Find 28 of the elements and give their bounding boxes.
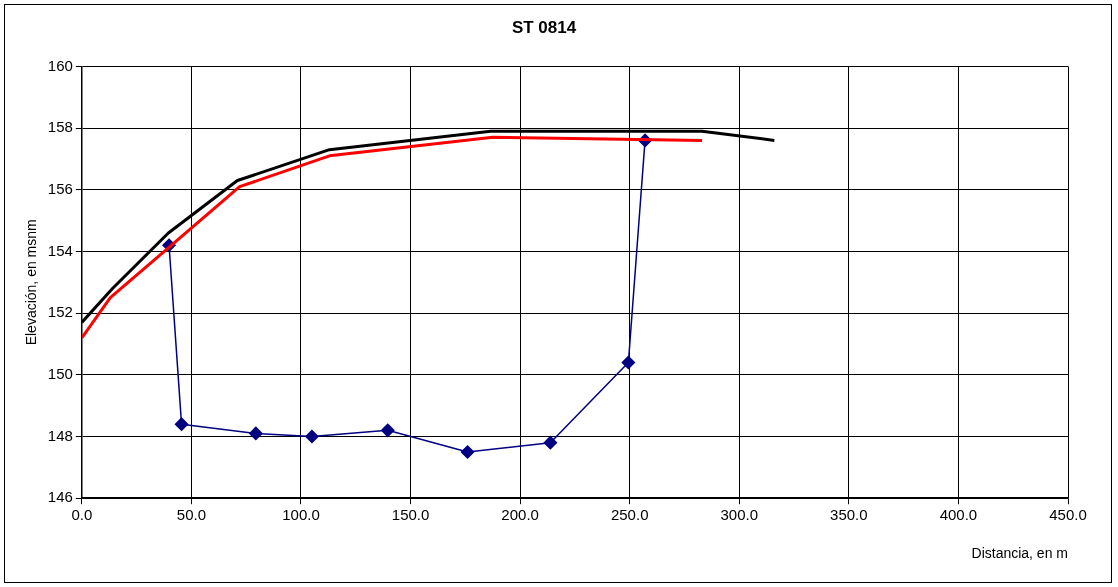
point: [621, 355, 636, 370]
point: [460, 445, 475, 459]
chart-title: ST 0814: [511, 17, 577, 37]
point: [381, 423, 395, 438]
point: [305, 429, 319, 444]
x-tick-label: 0.0: [71, 506, 93, 524]
y-tick-label: 150: [47, 364, 73, 382]
x-tick-label: 150.0: [391, 506, 430, 524]
y-tick-label: 156: [47, 179, 73, 197]
x-tick-label: 350.0: [830, 506, 868, 524]
point: [543, 435, 558, 450]
y-tick-label: 146: [47, 488, 73, 506]
y-tick-label: 148: [47, 426, 73, 444]
x-tick-label: 300.0: [720, 506, 759, 524]
y-tick-label: 158: [47, 118, 73, 136]
x-tick-label: 50.0: [176, 506, 206, 524]
x-tick-label: 400.0: [939, 506, 978, 524]
y-tick-label: 154: [47, 241, 73, 259]
point: [174, 417, 189, 431]
x-tick-label: 450.0: [1049, 506, 1087, 524]
x-tick-label: 100.0: [282, 506, 320, 524]
y-axis-title: Elevación, en msnm: [23, 219, 40, 346]
x-tick-label: 250.0: [610, 506, 649, 524]
y-tick-label: 152: [47, 303, 73, 321]
x-tick-label: 200.0: [501, 506, 539, 524]
y-tick-label: 160: [47, 56, 73, 74]
point: [249, 426, 263, 441]
x-axis-title: Distancia, en m: [971, 545, 1068, 562]
